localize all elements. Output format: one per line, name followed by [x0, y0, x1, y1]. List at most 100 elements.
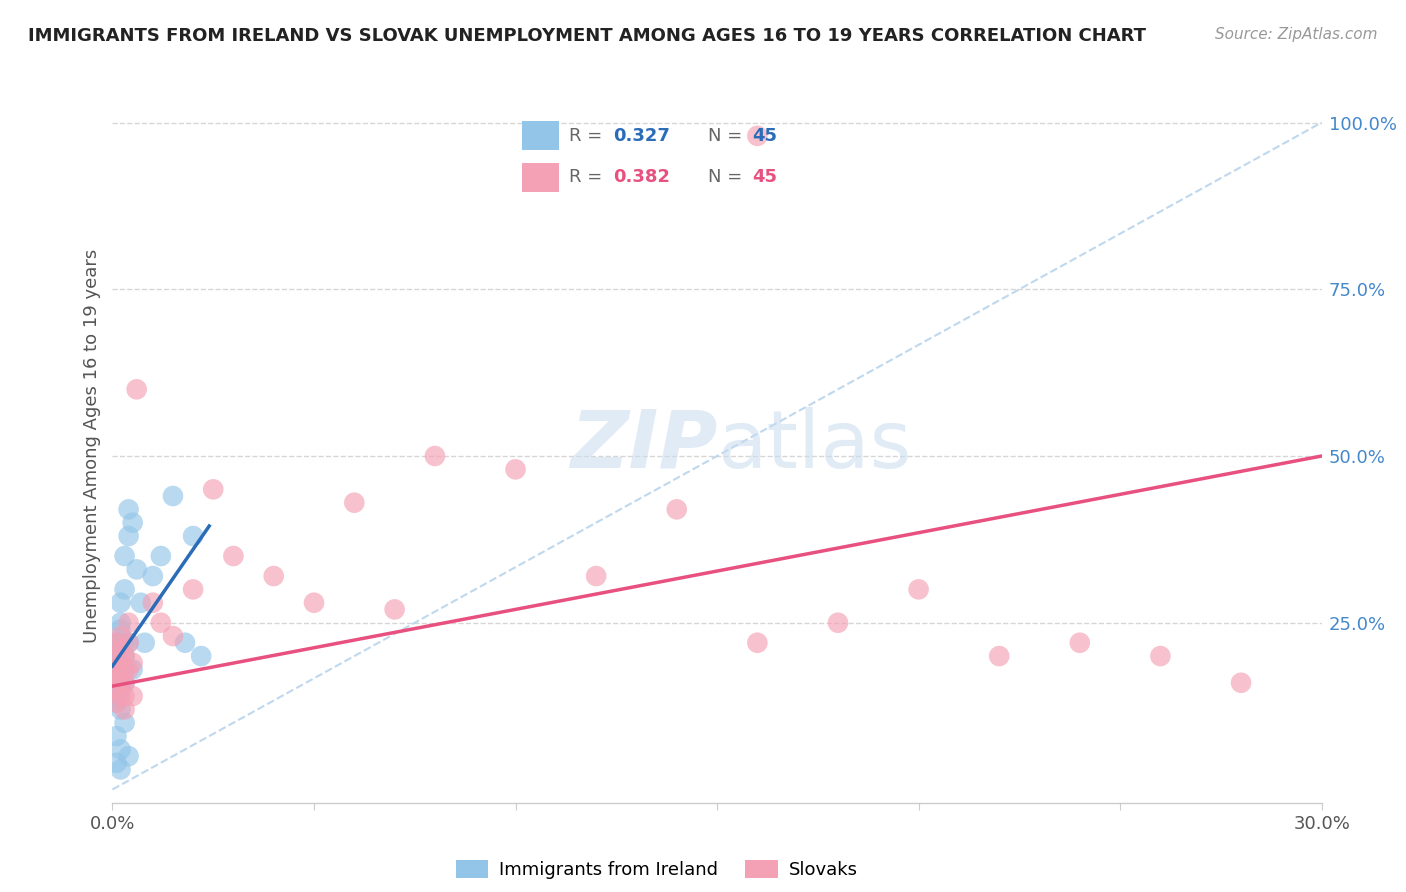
Point: [202, 483, 225, 497]
Point: [110, 662, 132, 676]
Point: [105, 689, 128, 703]
Point: [114, 689, 136, 703]
Text: R =: R =: [569, 169, 607, 186]
Point: [1069, 636, 1091, 650]
Text: 0.382: 0.382: [613, 169, 671, 186]
Point: [110, 656, 132, 670]
Point: [110, 682, 132, 697]
Point: [105, 682, 128, 697]
Point: [110, 669, 132, 683]
Text: IMMIGRANTS FROM IRELAND VS SLOVAK UNEMPLOYMENT AMONG AGES 16 TO 19 YEARS CORRELA: IMMIGRANTS FROM IRELAND VS SLOVAK UNEMPL…: [28, 27, 1146, 45]
Point: [114, 649, 136, 664]
Point: [110, 763, 132, 777]
Point: [105, 669, 128, 683]
Point: [105, 649, 128, 664]
Point: [117, 662, 139, 676]
Point: [110, 629, 132, 643]
Point: [110, 689, 132, 703]
Point: [907, 582, 929, 597]
Text: 0.327: 0.327: [613, 127, 669, 145]
Point: [110, 642, 132, 657]
Point: [114, 649, 136, 664]
Point: [827, 615, 849, 630]
Text: 45: 45: [752, 127, 778, 145]
Point: [105, 675, 128, 690]
Point: [110, 615, 132, 630]
Point: [117, 636, 139, 650]
Point: [142, 569, 165, 583]
Point: [105, 656, 128, 670]
Point: [114, 636, 136, 650]
Point: [117, 529, 139, 543]
Point: [105, 669, 128, 683]
Point: [105, 696, 128, 710]
Text: R =: R =: [569, 127, 607, 145]
Point: [190, 649, 212, 664]
Point: [181, 529, 204, 543]
Point: [747, 636, 769, 650]
Point: [505, 462, 527, 476]
Point: [988, 649, 1011, 664]
Point: [263, 569, 285, 583]
Point: [105, 636, 128, 650]
Point: [110, 656, 132, 670]
Point: [110, 742, 132, 756]
Point: [121, 662, 143, 676]
FancyBboxPatch shape: [522, 120, 560, 151]
Point: [343, 496, 366, 510]
Point: [384, 602, 406, 616]
Text: Source: ZipAtlas.com: Source: ZipAtlas.com: [1215, 27, 1378, 42]
Point: [162, 489, 184, 503]
Point: [114, 662, 136, 676]
Point: [110, 636, 132, 650]
Text: atlas: atlas: [717, 407, 911, 485]
Point: [110, 669, 132, 683]
Point: [114, 549, 136, 563]
Point: [105, 662, 128, 676]
Text: N =: N =: [707, 169, 748, 186]
Point: [114, 582, 136, 597]
Point: [181, 582, 204, 597]
Text: 45: 45: [752, 169, 778, 186]
FancyBboxPatch shape: [522, 162, 560, 193]
Point: [114, 675, 136, 690]
Point: [162, 629, 184, 643]
Point: [110, 623, 132, 637]
Point: [1230, 675, 1253, 690]
Point: [149, 615, 172, 630]
Point: [134, 636, 156, 650]
Point: [665, 502, 688, 516]
Point: [121, 516, 143, 530]
Point: [149, 549, 172, 563]
Point: [114, 675, 136, 690]
Point: [747, 128, 769, 143]
Point: [105, 649, 128, 664]
Point: [105, 756, 128, 770]
Point: [117, 749, 139, 764]
Point: [423, 449, 446, 463]
Text: ZIP: ZIP: [569, 407, 717, 485]
Point: [114, 715, 136, 730]
Point: [174, 636, 197, 650]
Text: N =: N =: [707, 127, 748, 145]
Point: [1149, 649, 1171, 664]
Point: [121, 656, 143, 670]
Point: [129, 596, 152, 610]
Point: [117, 502, 139, 516]
Point: [302, 596, 325, 610]
Point: [105, 642, 128, 657]
Point: [105, 682, 128, 697]
Point: [114, 702, 136, 716]
Point: [142, 596, 165, 610]
Point: [125, 382, 148, 396]
Point: [105, 729, 128, 743]
Point: [110, 675, 132, 690]
Point: [114, 662, 136, 676]
Point: [105, 636, 128, 650]
Y-axis label: Unemployment Among Ages 16 to 19 years: Unemployment Among Ages 16 to 19 years: [83, 249, 101, 643]
Legend: Immigrants from Ireland, Slovaks: Immigrants from Ireland, Slovaks: [449, 853, 865, 887]
Point: [117, 615, 139, 630]
Point: [110, 702, 132, 716]
Point: [117, 636, 139, 650]
Point: [125, 562, 148, 576]
